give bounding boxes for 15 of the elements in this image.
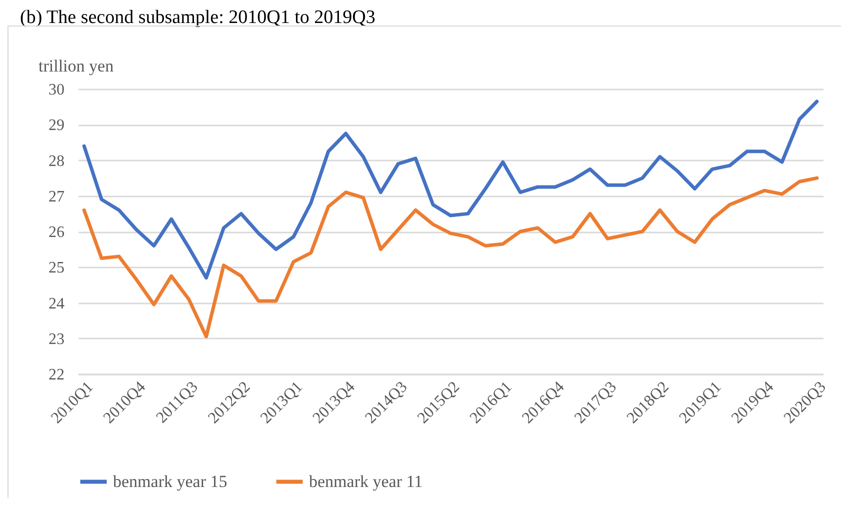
- y-tick-label: 28: [48, 152, 64, 170]
- y-axis-title: trillion yen: [38, 56, 114, 76]
- legend-label: benmark year 11: [309, 472, 423, 491]
- legend-label: benmark year 15: [113, 472, 228, 491]
- y-tick-label: 26: [48, 224, 64, 241]
- chart-title: (b) The second subsample: 2010Q1 to 2019Q3: [20, 7, 376, 28]
- y-tick-label: 30: [48, 82, 64, 98]
- y-tick-label: 23: [48, 330, 64, 348]
- y-tick-label: 29: [48, 117, 64, 134]
- y-tick-label: 24: [48, 295, 64, 312]
- y-tick-label: 25: [48, 260, 64, 277]
- y-tick-label: 27: [48, 188, 64, 206]
- line-series: [82, 176, 819, 338]
- line-series: [82, 100, 819, 280]
- y-tick-label: 22: [48, 366, 64, 384]
